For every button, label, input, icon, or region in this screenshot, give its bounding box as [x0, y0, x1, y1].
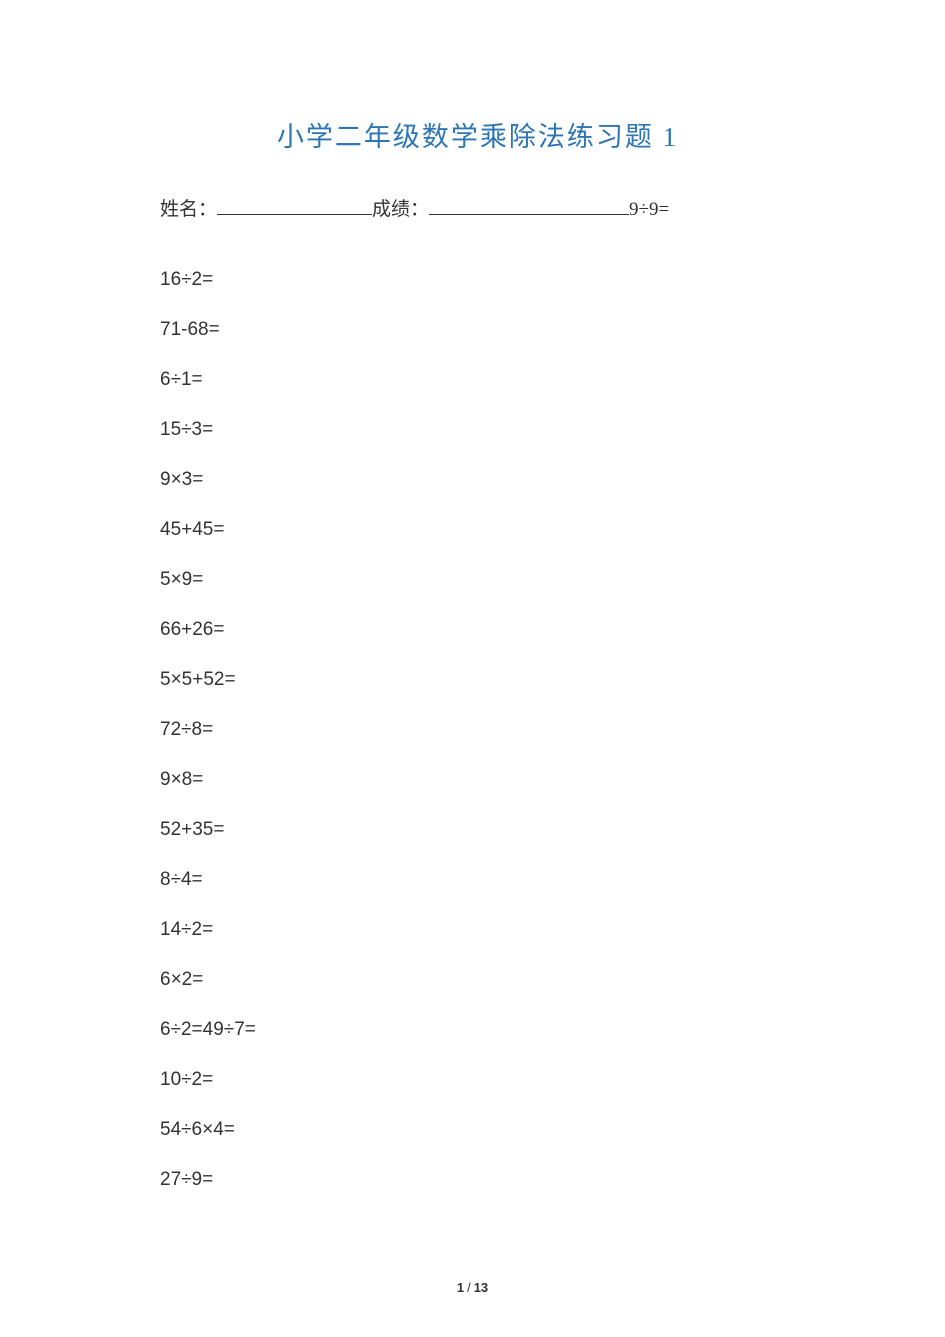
page-title: 小学二年级数学乘除法练习题 1	[160, 115, 795, 154]
problem-item: 27÷9=	[160, 1155, 795, 1205]
name-label: 姓名：	[160, 199, 217, 220]
student-info-line: 姓名： 成绩： 9÷9=	[160, 194, 795, 225]
problem-item: 52+35=	[160, 805, 795, 855]
footer-separator: /	[467, 1280, 471, 1295]
problem-item: 5×5+52=	[160, 655, 795, 705]
problem-item: 71-68=	[160, 305, 795, 355]
score-label: 成绩：	[372, 199, 429, 220]
problem-item: 16÷2=	[160, 255, 795, 305]
header-trailing-problem: 9÷9=	[629, 199, 669, 220]
footer-total-pages: 13	[474, 1280, 488, 1295]
problem-item: 66+26=	[160, 605, 795, 655]
problem-item: 9×3=	[160, 455, 795, 505]
problem-item: 10÷2=	[160, 1055, 795, 1105]
problem-item: 15÷3=	[160, 405, 795, 455]
problem-list: 16÷2= 71-68= 6÷1= 15÷3= 9×3= 45+45= 5×9=…	[160, 255, 795, 1205]
page-footer: 1/13	[0, 1280, 945, 1295]
problem-item: 45+45=	[160, 505, 795, 555]
problem-item: 8÷4=	[160, 855, 795, 905]
problem-item: 6×2=	[160, 955, 795, 1005]
problem-item: 72÷8=	[160, 705, 795, 755]
problem-item: 6÷1=	[160, 355, 795, 405]
name-blank[interactable]	[217, 194, 372, 215]
score-blank[interactable]	[429, 194, 629, 215]
problem-item: 54÷6×4=	[160, 1105, 795, 1155]
problem-item: 5×9=	[160, 555, 795, 605]
problem-item: 9×8=	[160, 755, 795, 805]
problem-item: 6÷2=49÷7=	[160, 1005, 795, 1055]
problem-item: 14÷2=	[160, 905, 795, 955]
footer-current-page: 1	[457, 1280, 464, 1295]
worksheet-page: 小学二年级数学乘除法练习题 1 姓名： 成绩： 9÷9= 16÷2= 71-68= …	[0, 0, 945, 1205]
